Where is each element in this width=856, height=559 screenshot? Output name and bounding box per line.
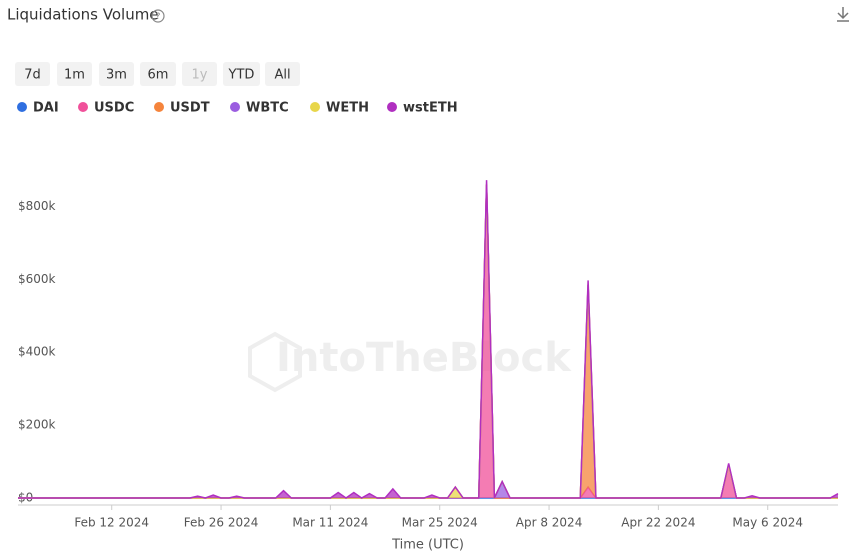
range-button-bg [182,62,217,86]
help-icon[interactable]: ? [151,9,165,23]
x-tick-label: Mar 11 2024 [292,516,368,530]
x-tick-label: Mar 25 2024 [402,516,478,530]
range-button[interactable]: All [265,62,300,86]
y-tick-label: $800k [18,199,56,213]
range-button-label: All [274,68,290,83]
legend-label: USDC [94,101,134,116]
legend-marker [310,102,320,112]
legend-item[interactable]: WBTC [230,101,289,116]
x-tick-label: Feb 12 2024 [74,516,149,530]
y-tick-label: $400k [18,345,56,359]
watermark-logo [248,331,302,393]
legend-label: WBTC [246,101,289,116]
legend-item[interactable]: wstETH [387,101,458,116]
range-button-bg [99,62,134,86]
range-button-bg [140,62,176,86]
legend-marker [154,102,164,112]
legend-marker [78,102,88,112]
range-button-label: 1m [64,68,85,83]
download-icon[interactable] [837,7,849,22]
range-button-bg [265,62,300,86]
range-button-label: 7d [24,68,41,83]
range-button-bg [15,62,50,86]
x-tick-label: Feb 26 2024 [184,516,259,530]
legend-item[interactable]: USDT [154,101,210,116]
legend-label: WETH [326,101,369,116]
range-button[interactable]: 7d [15,62,50,86]
legend-label: USDT [170,101,210,116]
legend-label: DAI [33,101,59,116]
range-button-label: 1y [192,68,208,83]
range-button-bg [57,62,92,86]
range-button[interactable]: 6m [140,62,176,86]
range-button[interactable]: 1m [57,62,92,86]
range-button-label: 3m [106,68,127,83]
legend-item[interactable]: DAI [17,101,59,116]
range-button[interactable]: 3m [99,62,134,86]
x-tick-label: Apr 22 2024 [621,516,695,530]
range-button-bg [223,62,260,86]
area-line [18,180,839,499]
legend-marker [17,102,27,112]
range-button[interactable]: YTD [223,62,260,86]
x-tick-label: May 6 2024 [732,516,803,530]
y-tick-label: $200k [18,418,56,432]
range-button-label: YTD [228,68,255,83]
y-tick-label: $600k [18,272,56,286]
range-button-label: 6m [148,68,169,83]
legend-marker [387,102,397,112]
range-button[interactable]: 1y [182,62,217,86]
svg-text:?: ? [156,12,161,22]
legend-marker [230,102,240,112]
x-tick-label: Apr 8 2024 [516,516,583,530]
legend-item[interactable]: WETH [310,101,369,116]
watermark: IntoTheBlock [276,335,572,381]
chart-title: Liquidations Volume [7,6,159,24]
x-axis-label: Time (UTC) [391,538,464,553]
legend-label: wstETH [403,101,458,116]
legend-item[interactable]: USDC [78,101,134,116]
